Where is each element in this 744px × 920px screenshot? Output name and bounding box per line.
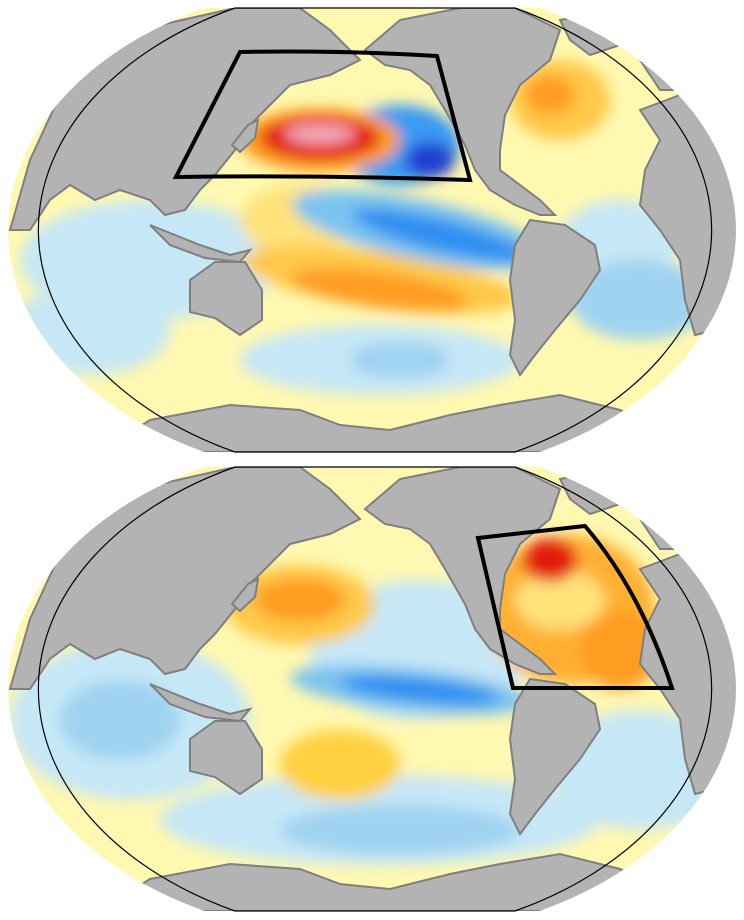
top-map: [8, 8, 736, 452]
map-outline: [37, 7, 713, 453]
bottom-map: [8, 467, 736, 911]
map-outline: [37, 466, 713, 912]
region-box: [475, 523, 675, 690]
region-box: [172, 49, 473, 183]
